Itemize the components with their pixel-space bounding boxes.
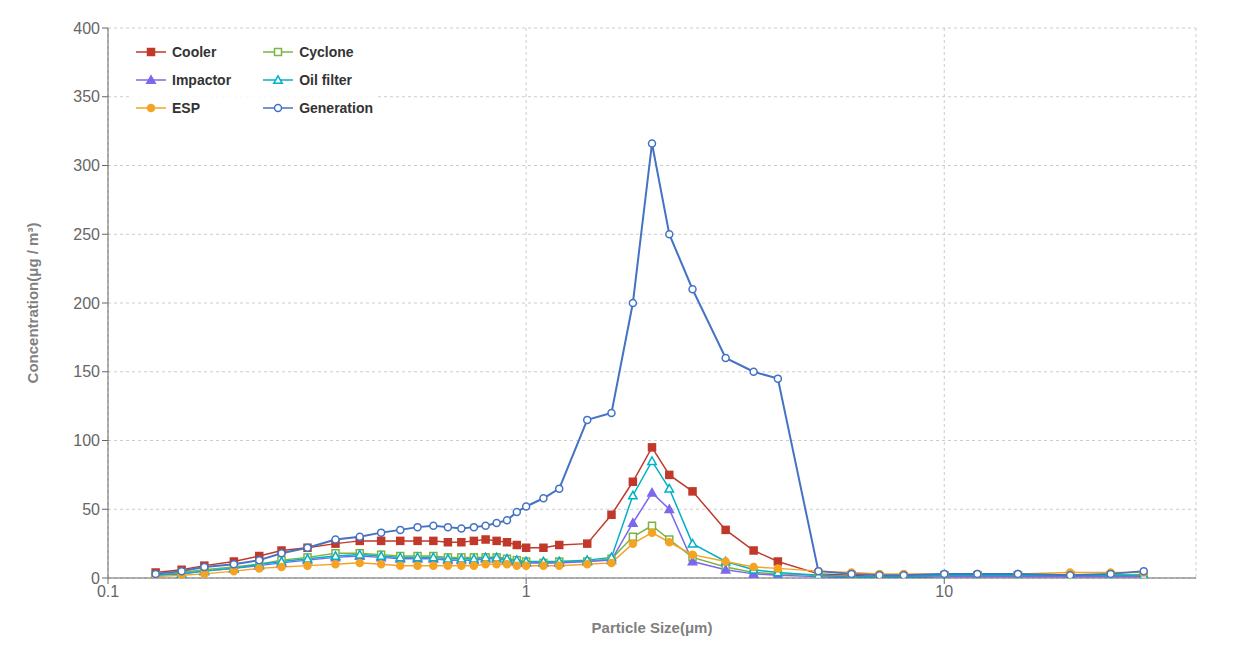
html-text:ESP: ESP xyxy=(172,100,200,116)
html-text:Cooler: Cooler xyxy=(172,44,217,60)
svg-text:0: 0 xyxy=(91,570,100,587)
svg-text:50: 50 xyxy=(82,501,100,518)
svg-text:0.1: 0.1 xyxy=(97,583,119,600)
html-text:Cyclone: Cyclone xyxy=(299,44,354,60)
svg-text:350: 350 xyxy=(73,88,100,105)
svg-text:300: 300 xyxy=(73,157,100,174)
svg-text:250: 250 xyxy=(73,226,100,243)
html-text:Impactor: Impactor xyxy=(172,72,232,88)
svg-text:Concentration(μg / m³): Concentration(μg / m³) xyxy=(24,223,41,384)
html-text:Oil filter: Oil filter xyxy=(299,72,352,88)
svg-text:1: 1 xyxy=(522,583,531,600)
svg-text:100: 100 xyxy=(73,432,100,449)
svg-text:Particle Size(μm): Particle Size(μm) xyxy=(592,619,713,636)
svg-text:10: 10 xyxy=(935,583,953,600)
svg-text:150: 150 xyxy=(73,363,100,380)
svg-text:200: 200 xyxy=(73,295,100,312)
svg-text:400: 400 xyxy=(73,20,100,37)
html-text:Generation: Generation xyxy=(299,100,373,116)
